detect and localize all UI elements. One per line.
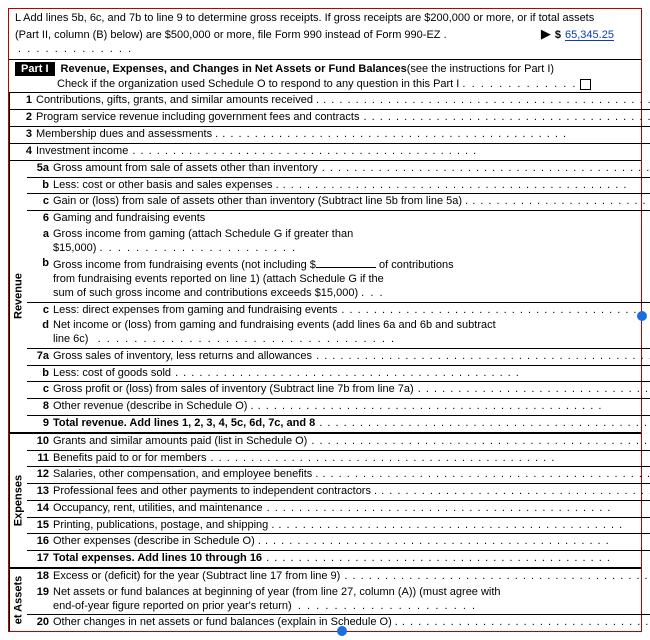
line-5c: c Gain or (loss) from sale of assets oth… xyxy=(27,193,650,210)
side-label-assets: et Assets xyxy=(9,569,27,631)
line-5b: b Less: cost or other basis and sales ex… xyxy=(27,177,650,194)
contrib-blank[interactable] xyxy=(316,257,376,268)
part-subtitle: Check if the organization used Schedule … xyxy=(57,78,465,90)
line-4: 4 Investment income 4 17.25 xyxy=(10,143,650,160)
schedule-o-checkbox[interactable] xyxy=(580,79,591,90)
line-2: 2 Program service revenue including gove… xyxy=(10,109,650,126)
side-label-expenses: Expenses xyxy=(9,434,27,567)
line-6: 6 Gaming and fundraising events xyxy=(27,210,650,227)
line-9: 9 Total revenue. Add lines 1, 2, 3, 4, 5… xyxy=(27,415,650,432)
line-6c: c Less: direct expenses from gaming and … xyxy=(27,302,650,319)
line-16: 16 Other expenses (describe in Schedule … xyxy=(27,533,650,550)
part-title-tail: (see the instructions for Part I) xyxy=(407,63,554,75)
annotation-dot-icon xyxy=(337,626,347,636)
arrow-icon: ▶ xyxy=(541,26,551,42)
instruction-L: L Add lines 5b, 6c, and 7b to line 9 to … xyxy=(9,9,641,59)
dollar-sign: $ xyxy=(555,29,561,43)
part-badge: Part I xyxy=(15,62,55,76)
line-19: 19 Net assets or fund balances at beginn… xyxy=(27,585,650,615)
line-1: 1 Contributions, gifts, grants, and simi… xyxy=(10,93,650,109)
line-6b: b Gross income from fundraising events (… xyxy=(27,256,650,301)
line-7a: 7a Gross sales of inventory, less return… xyxy=(27,348,650,365)
line-8: 8 Other revenue (describe in Schedule O)… xyxy=(27,398,650,415)
line-7c: c Gross profit or (loss) from sales of i… xyxy=(27,381,650,398)
line-12: 12 Salaries, other compensation, and emp… xyxy=(27,466,650,483)
annotation-dot-icon xyxy=(637,311,647,321)
instr-line1: L Add lines 5b, 6c, and 7b to line 9 to … xyxy=(15,12,635,26)
line-11: 11 Benefits paid to or for members 11 0.… xyxy=(27,450,650,467)
line-15: 15 Printing, publications, postage, and … xyxy=(27,517,650,534)
side-label-revenue: Revenue xyxy=(9,161,27,432)
part1-header: Part I Revenue, Expenses, and Changes in… xyxy=(9,59,641,93)
line-14: 14 Occupancy, rent, utilities, and maint… xyxy=(27,500,650,517)
line-6d: d Net income or (loss) from gaming and f… xyxy=(27,318,650,348)
line-7b: b Less: cost of goods sold 7b 368.00 xyxy=(27,365,650,382)
part-title: Revenue, Expenses, and Changes in Net As… xyxy=(61,63,407,75)
line-5a: 5a Gross amount from sale of assets othe… xyxy=(27,161,650,177)
gross-receipts-value: 65,345.25 xyxy=(565,29,635,43)
form-990ez-part1: L Add lines 5b, 6c, and 7b to line 9 to … xyxy=(8,8,642,632)
line-3: 3 Membership dues and assessments . 3 2,… xyxy=(10,126,650,143)
instr-line2: (Part II, column (B) below) are $500,000… xyxy=(15,29,537,57)
line-6a: a Gross income from gaming (attach Sched… xyxy=(27,227,650,257)
line-13: 13 Professional fees and other payments … xyxy=(27,483,650,500)
line-18: 18 Excess or (deficit) for the year (Sub… xyxy=(27,569,650,585)
line-10: 10 Grants and similar amounts paid (list… xyxy=(27,434,650,450)
line-17: 17 Total expenses. Add lines 10 through … xyxy=(27,550,650,567)
